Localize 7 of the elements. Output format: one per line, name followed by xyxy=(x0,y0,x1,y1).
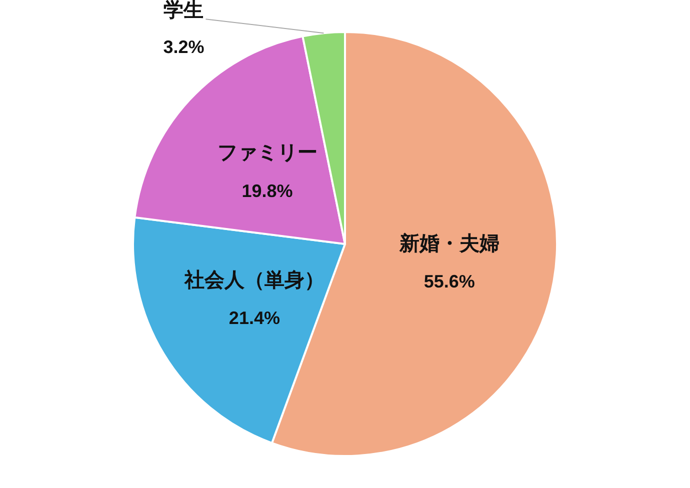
slice-label: 新婚・夫婦 xyxy=(398,230,500,255)
data-label: 55.6% xyxy=(424,272,475,292)
data-label: 3.2% xyxy=(163,37,204,58)
data-label: 19.8% xyxy=(242,180,293,201)
slice-label: ファミリー xyxy=(217,140,318,164)
data-label: 21.4% xyxy=(228,308,280,328)
slice-label: 社会人（単身） xyxy=(183,267,324,292)
